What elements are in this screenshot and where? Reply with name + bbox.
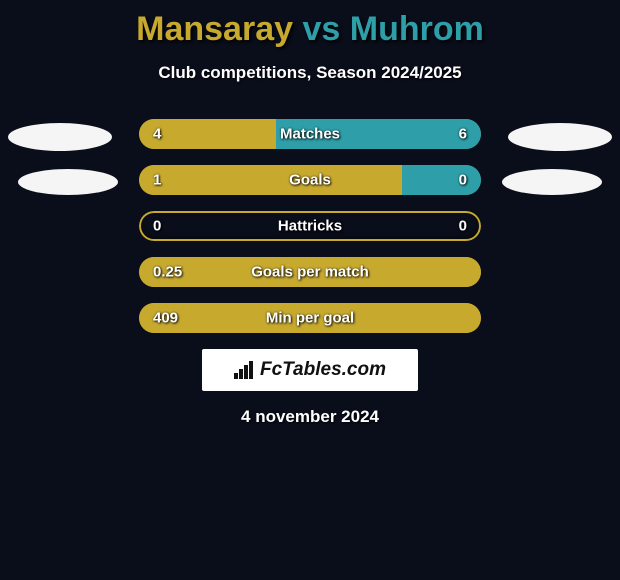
metric-bar: 4 6 Matches xyxy=(139,119,481,149)
metric-value-left: 0 xyxy=(153,218,161,235)
player1-avatar-placeholder-2 xyxy=(18,169,118,195)
metric-value-right: 0 xyxy=(459,218,467,235)
comparison-chart: 4 6 Matches 1 0 Goals 0 0 Hattricks 0.25 Goals per… xyxy=(0,119,620,427)
metric-label: Goals per match xyxy=(251,264,369,281)
source-logo: FcTables.com xyxy=(202,349,418,391)
metric-label: Min per goal xyxy=(266,310,354,327)
player2-avatar-placeholder xyxy=(508,123,612,151)
bar-segment-left xyxy=(139,165,402,195)
player2-avatar-placeholder-2 xyxy=(502,169,602,195)
metric-bar: 0.25 Goals per match xyxy=(139,257,481,287)
bar-segment-right xyxy=(402,165,481,195)
update-date: 4 november 2024 xyxy=(0,407,620,427)
metric-value-right: 0 xyxy=(459,172,467,189)
metric-bar: 1 0 Goals xyxy=(139,165,481,195)
metric-label: Goals xyxy=(289,172,331,189)
metric-value-right: 6 xyxy=(459,126,467,143)
player1-avatar-placeholder xyxy=(8,123,112,151)
metric-bar: 0 0 Hattricks xyxy=(139,211,481,241)
player1-name: Mansaray xyxy=(136,10,293,48)
metric-bars: 4 6 Matches 1 0 Goals 0 0 Hattricks 0.25 Goals per… xyxy=(139,119,481,333)
metric-value-left: 1 xyxy=(153,172,161,189)
subtitle: Club competitions, Season 2024/2025 xyxy=(0,63,620,83)
comparison-title: Mansaray vs Muhrom xyxy=(0,0,620,49)
metric-label: Hattricks xyxy=(278,218,342,235)
metric-bar: 409 Min per goal xyxy=(139,303,481,333)
metric-label: Matches xyxy=(280,126,340,143)
bar-chart-icon xyxy=(234,361,256,379)
metric-value-left: 4 xyxy=(153,126,161,143)
logo-text: FcTables.com xyxy=(234,359,386,381)
logo-label: FcTables.com xyxy=(260,359,386,381)
metric-value-left: 409 xyxy=(153,310,178,327)
metric-value-left: 0.25 xyxy=(153,264,182,281)
vs-label: vs xyxy=(302,10,340,48)
player2-name: Muhrom xyxy=(350,10,484,48)
